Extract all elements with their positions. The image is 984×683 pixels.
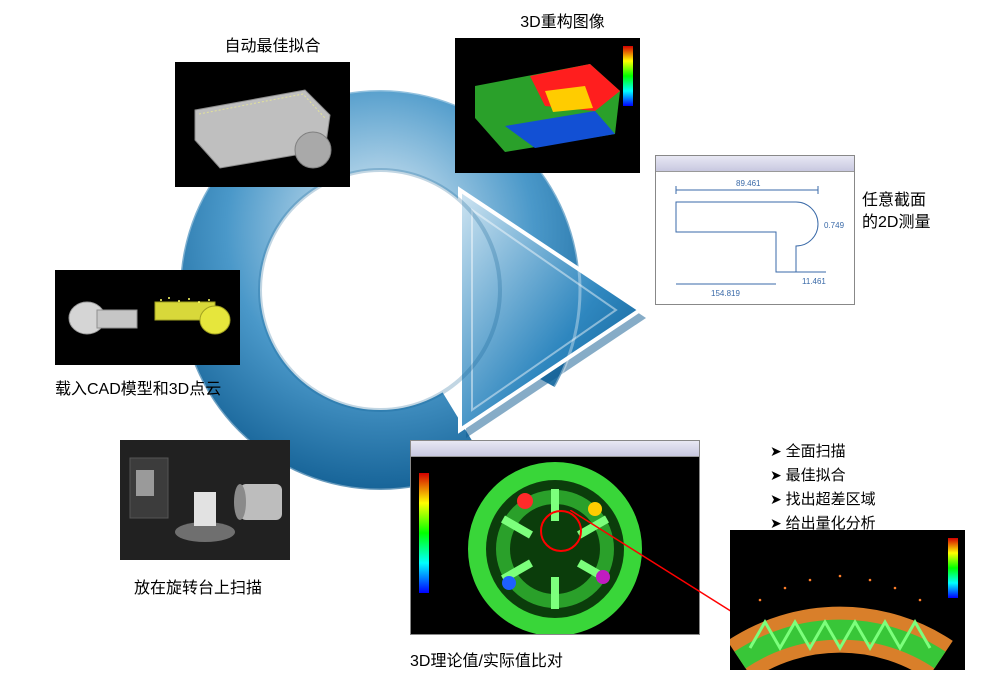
stage-scan-image — [120, 440, 290, 560]
stage-fit-label: 自动最佳拟合 — [195, 32, 350, 56]
cad-titlebar — [656, 156, 854, 172]
dim-d: 11.461 — [802, 277, 826, 286]
summary-bullets: 全面扫描 最佳拟合 找出超差区域 给出量化分析 — [770, 440, 876, 536]
dim-c: 154.819 — [711, 289, 740, 298]
stage-scan-label: 放在旋转台上扫描 — [134, 574, 290, 598]
dim-b: 0.749 — [824, 221, 845, 230]
bullet-1: 全面扫描 — [770, 440, 876, 464]
stage-load: 载入CAD模型和3D点云 — [55, 270, 240, 399]
bullet-3: 找出超差区域 — [770, 488, 876, 512]
stage-compare-window — [410, 440, 700, 635]
stage-section-window: 89.461 0.749 154.819 11.461 — [655, 155, 855, 305]
stage-load-label: 载入CAD模型和3D点云 — [55, 375, 240, 399]
compare-zoom-inset — [730, 530, 965, 670]
compare-titlebar — [411, 441, 699, 457]
stage-compare-label: 3D理论值/实际值比对 — [410, 647, 700, 671]
bullet-4: 给出量化分析 — [770, 512, 876, 536]
stage-recon-image — [455, 38, 640, 173]
stage-recon-label: 3D重构图像 — [485, 8, 640, 32]
stage-section-label-l2: 的2D测量 — [862, 212, 930, 234]
stage-section: 89.461 0.749 154.819 11.461 — [655, 155, 855, 305]
stage-fit-image — [175, 62, 350, 187]
stage-load-image — [55, 270, 240, 365]
stage-section-label: 任意截面 的2D测量 — [862, 190, 930, 235]
stage-section-label-l1: 任意截面 — [862, 190, 930, 212]
bullet-2: 最佳拟合 — [770, 464, 876, 488]
stage-fit: 自动最佳拟合 — [175, 32, 350, 187]
dim-a: 89.461 — [736, 179, 761, 188]
stage-compare: 3D理论值/实际值比对 — [410, 440, 700, 671]
stage-recon: 3D重构图像 — [455, 8, 640, 173]
stage-scan: 放在旋转台上扫描 — [120, 440, 290, 598]
